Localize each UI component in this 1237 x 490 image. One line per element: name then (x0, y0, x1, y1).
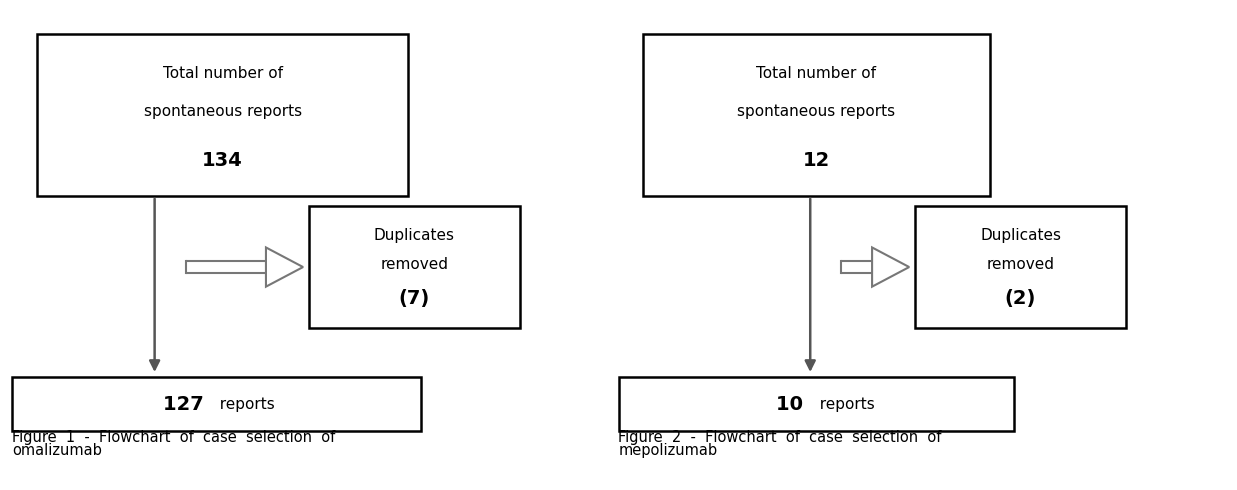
Polygon shape (266, 247, 303, 287)
Text: 10: 10 (777, 395, 810, 414)
Text: removed: removed (987, 257, 1054, 272)
Text: Figure  2  -  Flowchart  of  case  selection  of: Figure 2 - Flowchart of case selection o… (618, 430, 941, 445)
Bar (618, 377, 1014, 431)
Bar (12, 377, 421, 431)
Text: mepolizumab: mepolizumab (618, 443, 717, 458)
Text: omalizumab: omalizumab (12, 443, 103, 458)
Bar (186, 261, 266, 273)
Text: reports: reports (210, 397, 275, 412)
Text: spontaneous reports: spontaneous reports (143, 104, 302, 120)
Text: (7): (7) (398, 290, 430, 308)
Text: reports: reports (810, 397, 875, 412)
Bar (37, 34, 408, 196)
Text: 134: 134 (203, 151, 242, 170)
Bar (309, 206, 520, 328)
Text: Total number of: Total number of (756, 66, 877, 81)
Text: 127: 127 (163, 395, 210, 414)
Text: (2): (2) (1004, 290, 1037, 308)
Text: Figure  1  -  Flowchart  of  case  selection  of: Figure 1 - Flowchart of case selection o… (12, 430, 335, 445)
Text: spontaneous reports: spontaneous reports (737, 104, 896, 120)
Polygon shape (872, 247, 909, 287)
Text: Total number of: Total number of (162, 66, 283, 81)
Text: removed: removed (381, 257, 448, 272)
Text: Duplicates: Duplicates (980, 228, 1061, 243)
Text: Duplicates: Duplicates (374, 228, 455, 243)
Bar (915, 206, 1126, 328)
Bar (841, 261, 872, 273)
Bar (643, 34, 990, 196)
Text: 12: 12 (803, 151, 830, 170)
